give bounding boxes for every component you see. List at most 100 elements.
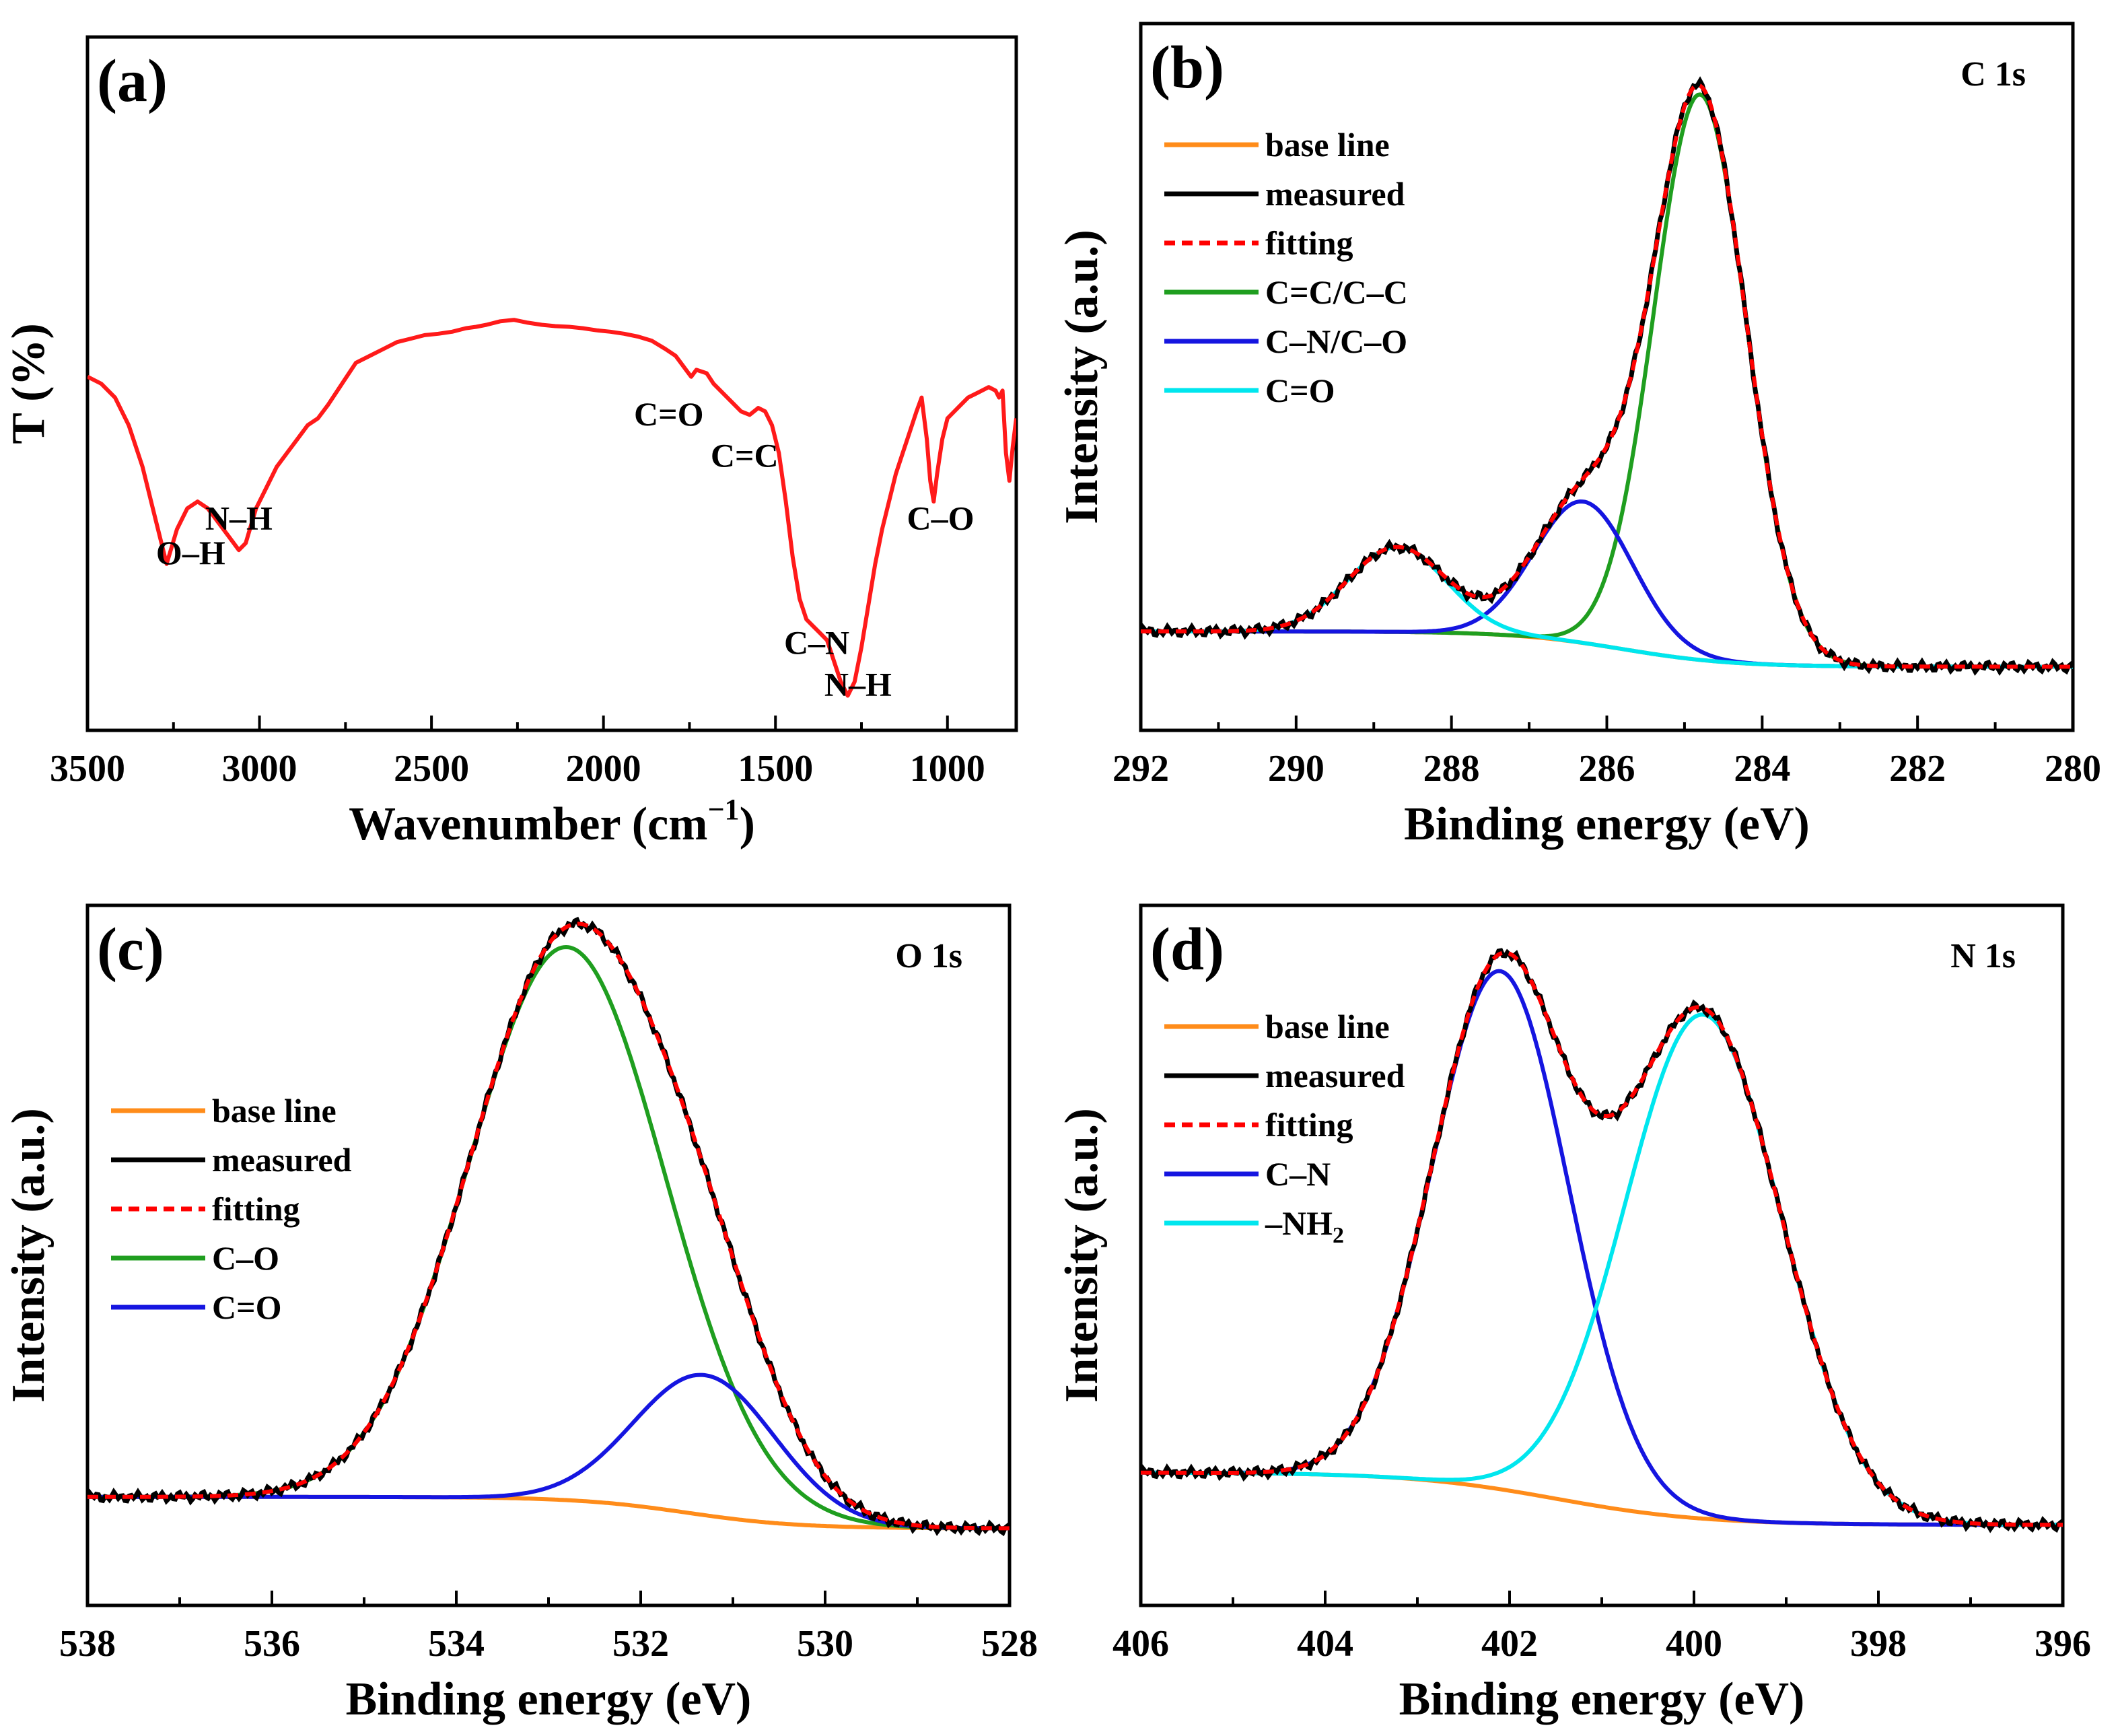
panel-label: (a): [97, 48, 168, 114]
x-tick-label: 400: [1666, 1623, 1722, 1665]
y-axis-label: Intensity (a.u.): [1056, 1108, 1108, 1403]
fitting-line: [1141, 83, 2073, 669]
x-tick-label: 2000: [566, 748, 641, 790]
legend-label: base line: [212, 1092, 337, 1130]
x-tick-label: 536: [244, 1623, 300, 1665]
component-line-1: [87, 944, 1010, 1531]
legend-label-text: C=O: [212, 1288, 282, 1326]
plot-area: [1141, 948, 2063, 1533]
component-line-2: [87, 1373, 1010, 1531]
component-line-3: [1141, 545, 2073, 669]
x-tick-label: 3500: [50, 748, 125, 790]
peak-annotation: C=C: [711, 437, 779, 475]
x-tick-label: 286: [1579, 748, 1635, 790]
panel-title: N 1s: [1950, 937, 2016, 975]
peak-annotation: N–H: [205, 499, 273, 536]
x-axis-label-end: ): [740, 798, 755, 850]
legend-label: fitting: [212, 1190, 300, 1228]
x-tick-label: 1000: [910, 748, 985, 790]
legend-label: measured: [212, 1141, 352, 1179]
x-tick-label: 398: [1850, 1623, 1907, 1665]
legend-label-text: base line: [212, 1092, 337, 1130]
legend-label: base line: [1265, 126, 1390, 164]
legend-label-text: measured: [1265, 1057, 1405, 1095]
x-axis-label: Binding energy (eV): [346, 1673, 752, 1725]
panel-c: 538 536 534 532 530 528 Binding energy (eV) Int…: [3, 903, 1038, 1725]
plot-area: [1141, 76, 2073, 676]
peak-annotation: O–H: [156, 534, 225, 571]
panel-title: O 1s: [895, 937, 962, 975]
legend-label: C–N/C–O: [1265, 322, 1407, 360]
x-tick-label: 534: [428, 1623, 485, 1665]
measured-line: [87, 916, 1010, 1537]
legend-label: –NH2: [1265, 1204, 1344, 1248]
x-tick-label: 402: [1481, 1623, 1538, 1665]
legend-label-text: C=O: [1265, 372, 1335, 409]
x-tick-label: 1500: [738, 748, 813, 790]
x-tick-label: 282: [1889, 748, 1946, 790]
x-tick-label: 292: [1112, 748, 1169, 790]
legend-label: base line: [1265, 1008, 1390, 1045]
ftir-line: [87, 318, 1016, 698]
legend: base line measured fitting C=C/C–C C–N/C–O C=…: [1164, 126, 1408, 409]
legend-label: fitting: [1265, 224, 1353, 262]
legend-label-text: C–O: [212, 1239, 279, 1277]
legend-label: C=O: [212, 1288, 282, 1326]
x-tick-label: 404: [1297, 1623, 1353, 1665]
legend-label-text: –NH: [1265, 1204, 1333, 1242]
component-line-2: [1141, 499, 2073, 669]
peak-annotation: C–O: [907, 499, 975, 536]
legend-label-text: base line: [1265, 126, 1390, 164]
x-tick-label: 538: [59, 1623, 116, 1665]
legend: base line measured fitting C–O C=O: [111, 1092, 352, 1326]
x-tick-label: 528: [981, 1623, 1038, 1665]
panel-b: 292 290 288 286 284 282 280 Binding energy (eV)…: [1056, 22, 2101, 850]
legend-label-text: measured: [212, 1141, 352, 1179]
legend-label: C–N: [1265, 1155, 1331, 1193]
fitting-line: [1141, 950, 2063, 1527]
legend-label-text: C–N: [1265, 1155, 1331, 1193]
legend-label: C=C/C–C: [1265, 273, 1408, 311]
legend-label-text: base line: [1265, 1008, 1390, 1045]
peak-annotation: N–H: [824, 666, 892, 703]
peak-annotation: C–N: [784, 624, 849, 662]
x-tick-label: 280: [2045, 748, 2101, 790]
x-tick-label: 3000: [222, 748, 297, 790]
legend-label-text: measured: [1265, 175, 1405, 213]
legend: base line measured fitting C–N –NH2: [1164, 1008, 1405, 1248]
legend-label: C–O: [212, 1239, 279, 1277]
legend-label-text: fitting: [212, 1190, 300, 1228]
x-tick-label: 290: [1268, 748, 1324, 790]
legend-label: measured: [1265, 175, 1405, 213]
baseline-line: [1141, 629, 2073, 669]
x-tick-label: 284: [1734, 748, 1790, 790]
x-axis-label: Binding energy (eV): [1399, 1673, 1805, 1725]
x-axis-label-sup: −1: [707, 793, 739, 826]
x-axis-label: Wavenumber (cm−1): [349, 793, 755, 850]
x-tick-label: 2500: [394, 748, 469, 790]
x-tick-label: 396: [2035, 1623, 2091, 1665]
legend-label-text: fitting: [1265, 1106, 1353, 1144]
y-axis-label: Intensity (a.u.): [3, 1108, 55, 1403]
panel-label: (d): [1150, 916, 1224, 983]
panel-label: (b): [1150, 34, 1224, 101]
x-tick-label: 532: [612, 1623, 669, 1665]
x-axis-label-main: Wavenumber (cm: [349, 798, 707, 850]
x-axis-label: Binding energy (eV): [1404, 798, 1810, 850]
y-axis-label: T (%): [3, 323, 55, 444]
legend-label: C=O: [1265, 372, 1335, 409]
x-tick-label: 288: [1423, 748, 1480, 790]
legend-label-text: fitting: [1265, 224, 1353, 262]
panel-d: 406 404 402 400 398 396 Binding energy (eV) Int…: [1056, 903, 2091, 1725]
legend-label: fitting: [1265, 1106, 1353, 1144]
panel-title: C 1s: [1960, 55, 2026, 94]
axis-frame: [85, 35, 1018, 732]
legend-label: measured: [1265, 1057, 1405, 1095]
x-tick-label: 406: [1112, 1623, 1169, 1665]
panel-label: (c): [97, 916, 164, 983]
peak-annotation: C=O: [634, 395, 704, 433]
legend-label-text: C–N/C–O: [1265, 322, 1407, 360]
component-line-1: [1141, 969, 2063, 1527]
legend-label-sub: 2: [1333, 1223, 1344, 1248]
